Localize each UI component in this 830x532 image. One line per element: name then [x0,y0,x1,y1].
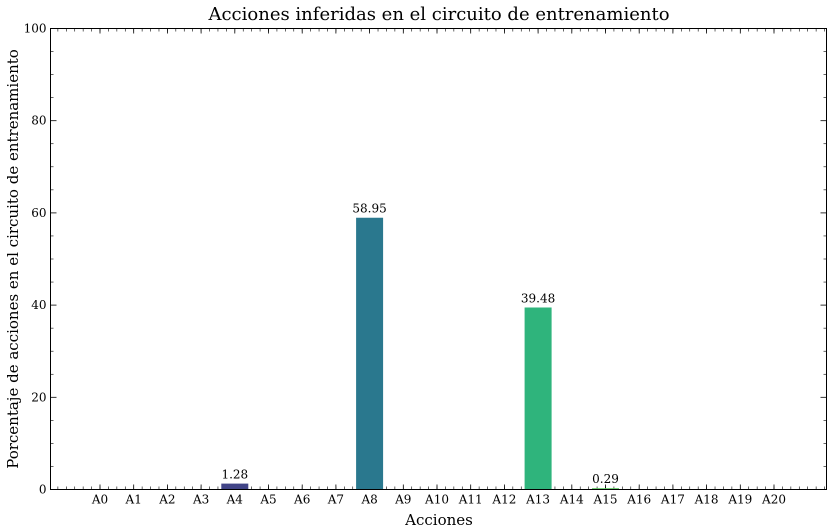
bars [221,217,619,490]
y-tick-label-20: 20 [31,390,46,404]
x-tick-label-A18: A18 [694,493,719,507]
x-tick-label-A14: A14 [559,493,584,507]
x-tick-label-A4: A4 [226,493,244,507]
x-tick-label-A9: A9 [394,493,411,507]
x-tick-label-A3: A3 [192,493,209,507]
axis-ticks [50,28,827,490]
bar-A15 [592,488,619,490]
y-tick-label-0: 0 [39,483,47,497]
x-tick-label-A11: A11 [458,493,483,507]
y-axis-label: Porcentaje de acciones en el circuito de… [4,49,22,469]
data-label-A8: 58.95 [352,202,386,216]
y-tick-label-80: 80 [31,114,46,128]
bar-A13 [524,307,552,490]
bar-A4 [221,483,249,490]
x-tick-label-A1: A1 [125,493,142,507]
x-tick-label-A0: A0 [91,493,108,507]
x-axis-label: Acciones [404,511,473,529]
x-tick-label-A17: A17 [660,493,685,507]
data-label-A13: 39.48 [521,291,555,305]
data-labels: 1.28 58.95 39.48 0.29 [221,202,618,486]
y-tick-label-40: 40 [31,298,46,312]
x-tick-label-A5: A5 [259,493,276,507]
data-label-A15: 0.29 [592,472,619,486]
x-tick-label-A13: A13 [525,493,550,507]
chart-title: Acciones inferidas en el circuito de ent… [207,4,669,25]
x-tick-label-A10: A10 [424,493,449,507]
x-tick-labels: A0 A1 A2 A3 A4 A5 A6 A7 A8 A9 A10 A11 A12 A13 A14 A15 A1… [91,493,786,507]
y-tick-labels: 0 20 40 60 80 100 [24,22,47,497]
y-tick-label-100: 100 [24,22,47,36]
x-tick-label-A15: A15 [593,493,618,507]
x-tick-label-A6: A6 [293,493,310,507]
x-tick-label-A20: A20 [761,493,786,507]
y-tick-label-60: 60 [31,206,46,220]
x-tick-label-A2: A2 [158,493,175,507]
x-tick-label-A12: A12 [491,493,516,507]
x-tick-label-A8: A8 [360,493,377,507]
x-tick-label-A16: A16 [626,493,651,507]
data-label-A4: 1.28 [221,468,248,482]
plot-frame [50,28,827,490]
x-tick-label-A7: A7 [327,493,344,507]
bar-A8 [356,217,384,490]
x-tick-label-A19: A19 [727,493,752,507]
